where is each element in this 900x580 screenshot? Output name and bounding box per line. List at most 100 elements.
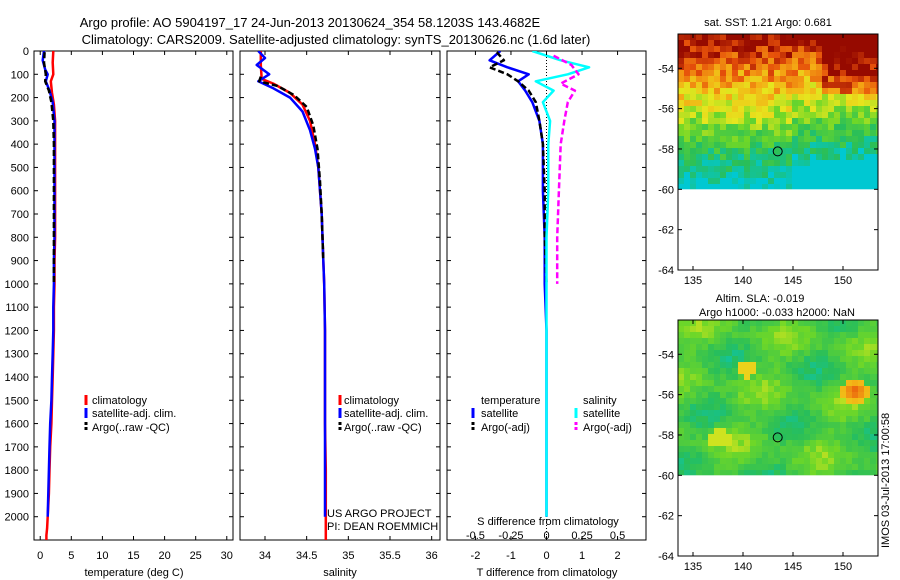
map-cell (720, 124, 726, 130)
map-cell (708, 470, 714, 476)
map-cell (858, 398, 864, 404)
map-cell (810, 46, 816, 52)
map-cell (786, 446, 792, 452)
map-cell (744, 356, 750, 362)
map-cell (714, 142, 720, 148)
map-cell (720, 326, 726, 332)
map-cell (852, 410, 858, 416)
map-cell (780, 34, 786, 40)
map-cell (762, 326, 768, 332)
map-cell (846, 70, 852, 76)
map-cell (696, 410, 702, 416)
map-cell (804, 178, 810, 184)
depth-tick-label: 1500 (5, 395, 29, 407)
map-cell (684, 368, 690, 374)
map-cell (768, 52, 774, 58)
map-cell (750, 34, 756, 40)
map-cell (768, 64, 774, 70)
map-cell (750, 410, 756, 416)
map-cell (822, 374, 828, 380)
sst-map (677, 33, 879, 271)
map-cell (726, 88, 732, 94)
map-cell (852, 82, 858, 88)
map-cell (738, 410, 744, 416)
map-cell (678, 118, 684, 124)
map-cell (834, 374, 840, 380)
map-cell (840, 434, 846, 440)
map-cell (690, 178, 696, 184)
map-cell (696, 160, 702, 166)
map-cell (822, 368, 828, 374)
map-cell (696, 34, 702, 40)
map-cell (840, 338, 846, 344)
map-cell (810, 88, 816, 94)
map-cell (744, 142, 750, 148)
map-cell (774, 380, 780, 386)
map-cell (840, 64, 846, 70)
map-cell (786, 368, 792, 374)
map-cell (708, 112, 714, 118)
map-cell (678, 148, 684, 154)
map-cell (828, 470, 834, 476)
map-cell (834, 386, 840, 392)
difference-legend: temperature satellite Argo(-adj) salinit… (471, 395, 632, 434)
map-cell (810, 392, 816, 398)
map-cell (708, 106, 714, 112)
map-cell (876, 386, 878, 392)
map-cell (786, 422, 792, 428)
map-cell (876, 440, 878, 446)
map-cell (690, 184, 696, 190)
map-cell (828, 148, 834, 154)
map-cell (720, 338, 726, 344)
map-cell (738, 160, 744, 166)
map-cell (708, 148, 714, 154)
map-cell (750, 452, 756, 458)
map-cell (804, 458, 810, 464)
map-cell (756, 82, 762, 88)
map-cell (726, 392, 732, 398)
map-cell (840, 362, 846, 368)
map-cell (852, 452, 858, 458)
map-cell (858, 362, 864, 368)
s-diff-tick-label: 0.5 (610, 530, 625, 542)
map-cell (726, 332, 732, 338)
map-cell (714, 470, 720, 476)
map-cell (798, 362, 804, 368)
map-cell (834, 416, 840, 422)
map-cell (714, 112, 720, 118)
map-cell (750, 58, 756, 64)
map-cell (684, 166, 690, 172)
map-cell (786, 130, 792, 136)
map-cell (834, 88, 840, 94)
map-cell (834, 100, 840, 106)
map-cell (810, 130, 816, 136)
map-cell (696, 350, 702, 356)
map-cell (768, 338, 774, 344)
map-cell (690, 124, 696, 130)
map-cell (864, 368, 870, 374)
map-cell (786, 166, 792, 172)
map-cell (858, 464, 864, 470)
map-cell (864, 34, 870, 40)
map-cell (804, 52, 810, 58)
map-cell (774, 362, 780, 368)
map-cell (816, 410, 822, 416)
map-cell (690, 148, 696, 154)
map-cell (864, 398, 870, 404)
map-cell (834, 160, 840, 166)
map-cell (876, 452, 878, 458)
map-cell (750, 356, 756, 362)
map-cell (822, 154, 828, 160)
map-cell (702, 386, 708, 392)
map-cell (732, 64, 738, 70)
map-cell (846, 76, 852, 82)
map-cell (684, 446, 690, 452)
map-cell (810, 172, 816, 178)
map-cell (810, 458, 816, 464)
map-cell (864, 332, 870, 338)
map-cell (786, 464, 792, 470)
map-cell (756, 356, 762, 362)
map-cell (870, 380, 876, 386)
map-cell (702, 356, 708, 362)
map-cell (690, 416, 696, 422)
